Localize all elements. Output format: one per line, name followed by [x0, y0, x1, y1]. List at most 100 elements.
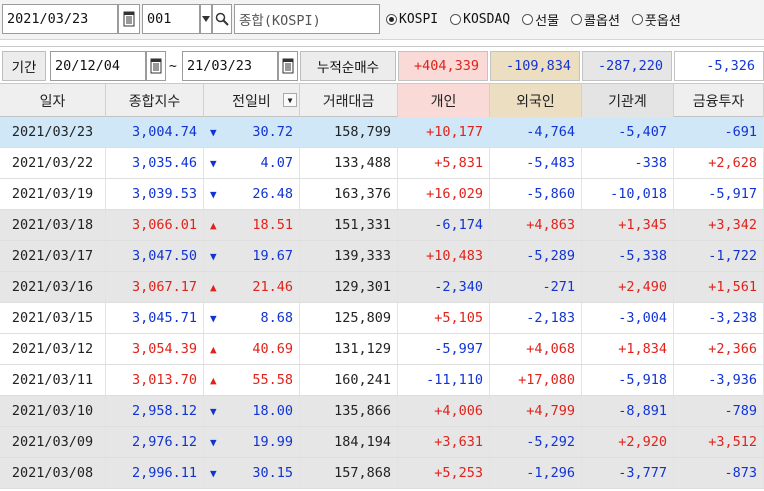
cell-individual: +4,006 — [398, 396, 490, 426]
radio-kospi[interactable]: KOSPI — [386, 12, 438, 27]
cell-foreign: -4,764 — [490, 117, 582, 147]
cell-amount: 139,333 — [300, 241, 398, 271]
cell-finance: -3,238 — [674, 303, 764, 333]
cell-individual: +3,631 — [398, 427, 490, 457]
cell-finance: +2,628 — [674, 148, 764, 178]
cell-index: 2,958.12 — [106, 396, 204, 426]
table-row[interactable]: 2021/03/19 3,039.53 ▼ 26.48 163,376 +16,029 -5… — [0, 179, 764, 210]
period-separator: ~ — [169, 58, 177, 74]
col-institution[interactable]: 기관계 — [582, 84, 674, 117]
table-row[interactable]: 2021/03/10 2,958.12 ▼ 18.00 135,866 +4,006 +4,… — [0, 396, 764, 427]
cell-foreign: +4,799 — [490, 396, 582, 426]
cell-individual: +16,029 — [398, 179, 490, 209]
total-individual: +404,339 — [398, 51, 488, 81]
radio-kosdaq[interactable]: KOSDAQ — [450, 12, 510, 27]
cell-change: ▲ 21.46 — [204, 272, 300, 302]
cell-finance: -873 — [674, 458, 764, 488]
table-row[interactable]: 2021/03/23 3,004.74 ▼ 30.72 158,799 +10,177 -4… — [0, 117, 764, 148]
toolbar: 2021/03/23 001 종합(KOSPI) KOSPI KOSDAQ 선물… — [0, 0, 764, 40]
up-arrow-icon: ▲ — [210, 342, 217, 356]
col-amount[interactable]: 거래대금 — [300, 84, 398, 117]
col-change[interactable]: 전일비 ▼ — [204, 84, 300, 117]
cell-institution: +2,490 — [582, 272, 674, 302]
radio-futures[interactable]: 선물 — [522, 10, 559, 29]
cell-change: ▼ 4.07 — [204, 148, 300, 178]
cell-institution: -338 — [582, 148, 674, 178]
cell-date: 2021/03/17 — [0, 241, 106, 271]
cell-institution: -8,891 — [582, 396, 674, 426]
radio-dot-icon — [450, 13, 462, 25]
sort-dropdown-icon[interactable]: ▼ — [283, 93, 297, 107]
cell-institution: -10,018 — [582, 179, 674, 209]
cell-date: 2021/03/09 — [0, 427, 106, 457]
cell-finance: +3,342 — [674, 210, 764, 240]
code-dropdown-button[interactable] — [200, 4, 212, 34]
col-individual[interactable]: 개인 — [398, 84, 490, 117]
period-from-input[interactable]: 20/12/04 — [50, 51, 146, 81]
up-arrow-icon: ▲ — [210, 280, 217, 294]
col-finance[interactable]: 금융투자 — [674, 84, 764, 117]
cell-finance: -3,936 — [674, 365, 764, 395]
col-change-label: 전일비 — [232, 93, 271, 110]
cell-index: 3,035.46 — [106, 148, 204, 178]
calendar-icon — [123, 11, 135, 27]
cell-institution: +2,920 — [582, 427, 674, 457]
down-arrow-icon: ▼ — [210, 404, 217, 418]
table-row[interactable]: 2021/03/22 3,035.46 ▼ 4.07 133,488 +5,831 -5,4… — [0, 148, 764, 179]
cell-amount: 129,301 — [300, 272, 398, 302]
cell-finance: -789 — [674, 396, 764, 426]
search-button[interactable] — [212, 4, 232, 34]
table-row[interactable]: 2021/03/09 2,976.12 ▼ 19.99 184,194 +3,631 -5,… — [0, 427, 764, 458]
date-input[interactable]: 2021/03/23 — [2, 4, 118, 34]
calendar-from-button[interactable] — [146, 51, 166, 81]
cell-change-value: 30.15 — [252, 465, 293, 481]
period-label: 기간 — [2, 51, 46, 81]
table-row[interactable]: 2021/03/12 3,054.39 ▲ 40.69 131,129 -5,997 +4,… — [0, 334, 764, 365]
table-row[interactable]: 2021/03/11 3,013.70 ▲ 55.58 160,241 -11,110 +1… — [0, 365, 764, 396]
down-arrow-icon: ▼ — [210, 187, 217, 201]
code-input[interactable]: 001 — [142, 4, 200, 34]
col-index[interactable]: 종합지수 — [106, 84, 204, 117]
radio-call-option[interactable]: 콜옵션 — [571, 10, 620, 29]
cell-individual: +5,831 — [398, 148, 490, 178]
cell-institution: +1,345 — [582, 210, 674, 240]
cell-date: 2021/03/22 — [0, 148, 106, 178]
cell-amount: 125,809 — [300, 303, 398, 333]
cell-individual: -11,110 — [398, 365, 490, 395]
cell-finance: +2,366 — [674, 334, 764, 364]
cell-change-value: 19.67 — [252, 248, 293, 264]
cell-amount: 184,194 — [300, 427, 398, 457]
cell-amount: 160,241 — [300, 365, 398, 395]
radio-label: 풋옵션 — [644, 13, 681, 29]
cell-date: 2021/03/10 — [0, 396, 106, 426]
table-row[interactable]: 2021/03/18 3,066.01 ▲ 18.51 151,331 -6,174 +4,… — [0, 210, 764, 241]
cell-finance: -5,917 — [674, 179, 764, 209]
cell-individual: +10,483 — [398, 241, 490, 271]
period-to-input[interactable]: 21/03/23 — [182, 51, 278, 81]
cell-change: ▼ 30.72 — [204, 117, 300, 147]
table-row[interactable]: 2021/03/16 3,067.17 ▲ 21.46 129,301 -2,340 -27… — [0, 272, 764, 303]
cell-change-value: 21.46 — [252, 279, 293, 295]
cell-institution: -5,918 — [582, 365, 674, 395]
cell-change-value: 26.48 — [252, 186, 293, 202]
cell-change-value: 4.07 — [260, 155, 293, 171]
table-row[interactable]: 2021/03/08 2,996.11 ▼ 30.15 157,868 +5,253 -1,… — [0, 458, 764, 489]
calendar-icon — [282, 58, 294, 74]
cell-index: 3,004.74 — [106, 117, 204, 147]
down-arrow-icon: ▼ — [210, 156, 217, 170]
table-row[interactable]: 2021/03/17 3,047.50 ▼ 19.67 139,333 +10,483 -5… — [0, 241, 764, 272]
calendar-button[interactable] — [118, 4, 140, 34]
col-foreign[interactable]: 외국인 — [490, 84, 582, 117]
cell-foreign: -271 — [490, 272, 582, 302]
col-date[interactable]: 일자 — [0, 84, 106, 117]
total-foreign: -109,834 — [490, 51, 580, 81]
cell-change-value: 19.99 — [252, 434, 293, 450]
cell-foreign: -5,289 — [490, 241, 582, 271]
cell-finance: -691 — [674, 117, 764, 147]
table-body: 2021/03/23 3,004.74 ▼ 30.72 158,799 +10,177 -4… — [0, 117, 764, 489]
cell-individual: -5,997 — [398, 334, 490, 364]
cell-individual: -6,174 — [398, 210, 490, 240]
calendar-to-button[interactable] — [278, 51, 298, 81]
table-row[interactable]: 2021/03/15 3,045.71 ▼ 8.68 125,809 +5,105 -2,1… — [0, 303, 764, 334]
radio-put-option[interactable]: 풋옵션 — [631, 10, 681, 29]
